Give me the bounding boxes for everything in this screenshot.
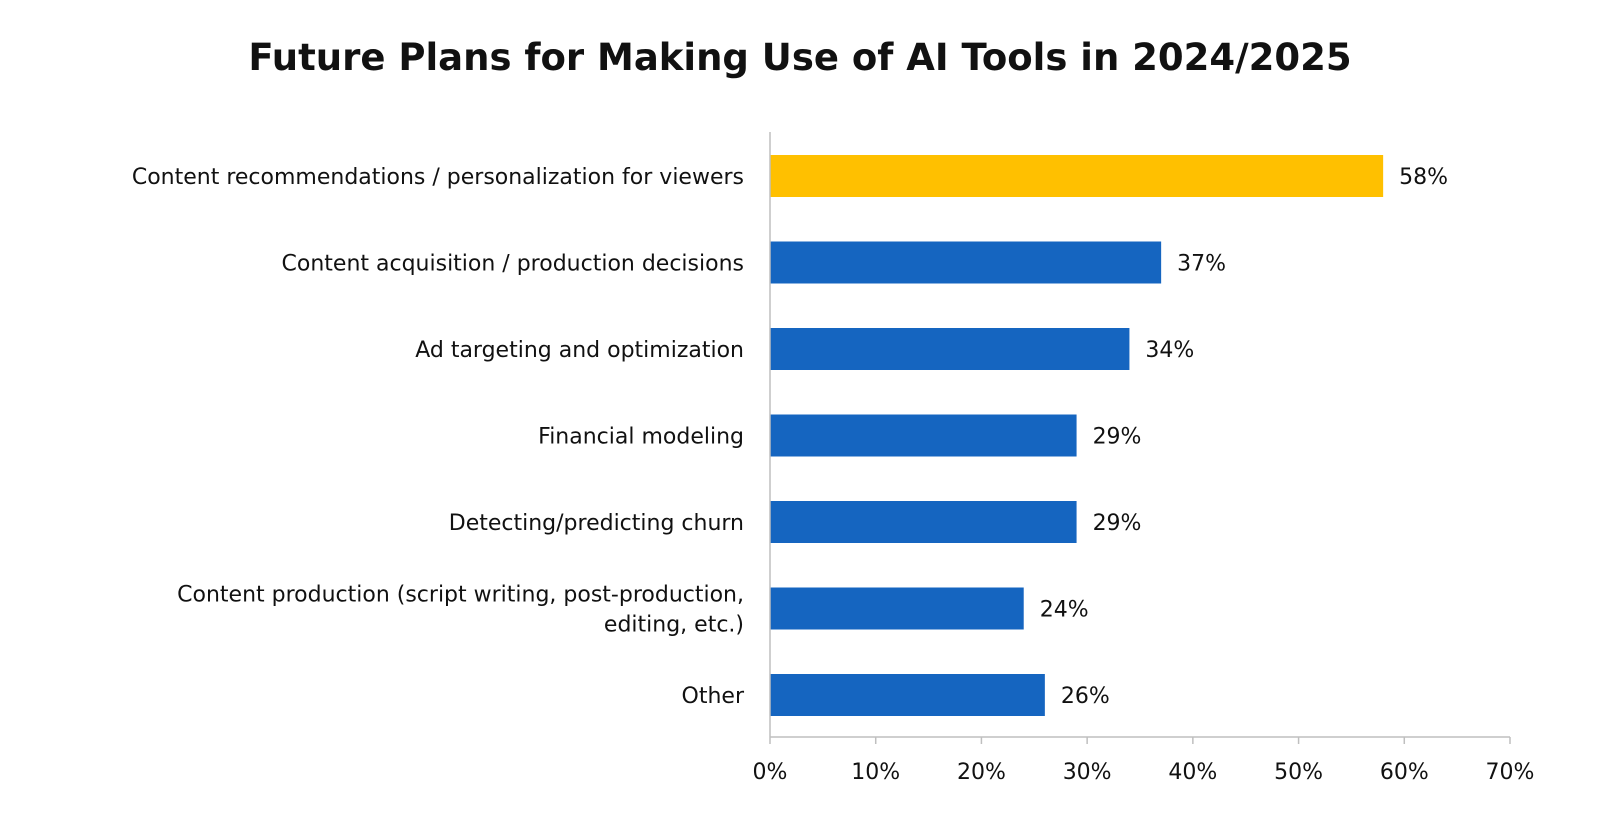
category-label-line: Content recommendations / personalizatio… <box>132 165 744 190</box>
category-label: Financial modeling <box>538 425 744 450</box>
labels-layer: 58% Content recommendations / personaliza… <box>132 165 1448 709</box>
x-tick-label: 40% <box>1168 760 1217 785</box>
category-label: Detecting/predicting churn <box>449 511 744 536</box>
category-label-line: Other <box>682 684 745 709</box>
x-tick-label: 20% <box>957 760 1006 785</box>
bar <box>770 587 1024 630</box>
category-label-line: Content acquisition / production decisio… <box>282 252 744 277</box>
category-label-line: Content production (script writing, post… <box>177 583 744 608</box>
category-label: Content recommendations / personalizatio… <box>132 165 744 190</box>
chart-title: Future Plans for Making Use of AI Tools … <box>248 36 1352 79</box>
bar <box>770 414 1077 457</box>
category-label-line: Ad targeting and optimization <box>415 338 744 363</box>
x-tick-label: 50% <box>1274 760 1323 785</box>
x-tick-label: 10% <box>851 760 900 785</box>
category-label: Content acquisition / production decisio… <box>282 252 744 277</box>
value-label: 24% <box>1040 598 1089 623</box>
category-label-line: Detecting/predicting churn <box>449 511 744 536</box>
x-tick-label: 30% <box>1063 760 1112 785</box>
bar <box>770 501 1077 543</box>
x-axis: 0% 10% 20% 30% 40% 50% 60% 70% <box>753 132 1535 785</box>
value-label: 29% <box>1093 511 1142 536</box>
category-label-line: editing, etc.) <box>604 613 744 638</box>
category-label-line: Financial modeling <box>538 425 744 450</box>
bars-layer <box>770 155 1384 716</box>
bar <box>770 155 1384 197</box>
category-label: Ad targeting and optimization <box>415 338 744 363</box>
category-label: Other <box>682 684 745 709</box>
value-label: 58% <box>1399 165 1448 190</box>
value-label: 29% <box>1093 425 1142 450</box>
bar <box>770 674 1045 716</box>
value-label: 37% <box>1177 252 1226 277</box>
x-tick-label: 60% <box>1380 760 1429 785</box>
value-label: 34% <box>1145 338 1194 363</box>
value-label: 26% <box>1061 684 1110 709</box>
bar <box>770 241 1162 284</box>
x-tick-label: 70% <box>1486 760 1535 785</box>
category-label: Content production (script writing, post… <box>177 583 744 638</box>
x-tick-label: 0% <box>753 760 788 785</box>
bar <box>770 328 1130 370</box>
